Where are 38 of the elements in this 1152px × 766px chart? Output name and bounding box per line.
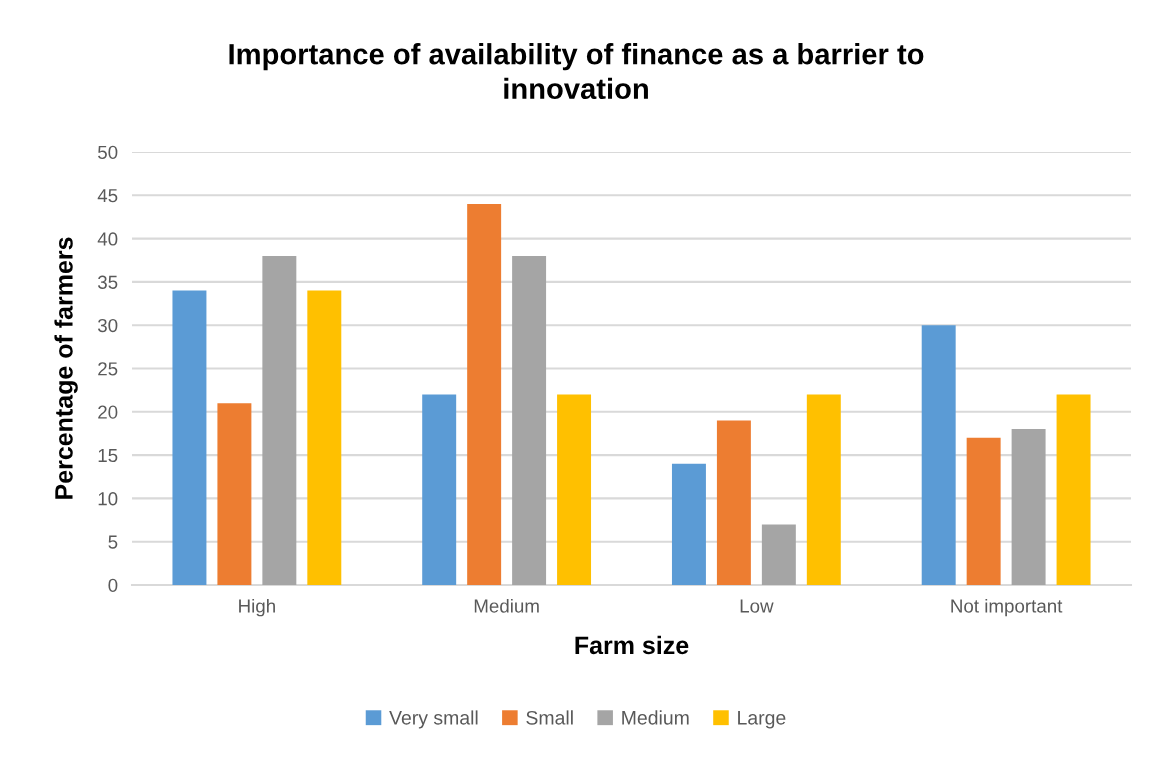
y-tick-label: 10 (98, 492, 118, 506)
y-tick-label: 20 (98, 405, 118, 419)
bar (761, 524, 796, 585)
y-tick-label: 5 (108, 535, 118, 549)
bar (262, 255, 297, 585)
legend-label: Large (738, 711, 786, 729)
bar (307, 290, 342, 585)
x-tick-label: Not important (951, 598, 1063, 617)
bar (921, 325, 956, 585)
legend-label: Small (526, 710, 573, 725)
y-axis-title: Percentage of farmers (54, 237, 78, 499)
x-tick-label: Low (740, 599, 774, 613)
bar (1011, 429, 1046, 585)
y-tick-label: 45 (97, 189, 118, 203)
bar (716, 420, 751, 585)
x-tick-label: Medium (474, 598, 539, 613)
bar (671, 463, 706, 585)
bar (422, 394, 457, 585)
y-tick-label: 35 (97, 275, 118, 289)
bar (512, 255, 547, 585)
bar (557, 394, 592, 585)
y-tick-label: 25 (98, 362, 118, 376)
y-tick-label: 0 (108, 578, 118, 592)
y-tick-label: 50 (98, 145, 118, 159)
bar (467, 203, 502, 585)
x-axis-title: Farm size (575, 635, 689, 655)
x-tick-label: High (239, 598, 275, 617)
y-tick-label: 30 (97, 318, 118, 333)
legend-label: Medium (622, 710, 689, 725)
legend-label: Very small (389, 710, 478, 729)
y-tick-label: 15 (98, 448, 118, 463)
bar (1056, 394, 1091, 585)
chart-title: Importance of availability of finance as a barrier to innovation (229, 43, 924, 100)
bar (806, 394, 841, 585)
bar (217, 403, 252, 585)
bar (966, 437, 1001, 585)
y-tick-label: 40 (97, 232, 118, 246)
bar (172, 290, 207, 585)
